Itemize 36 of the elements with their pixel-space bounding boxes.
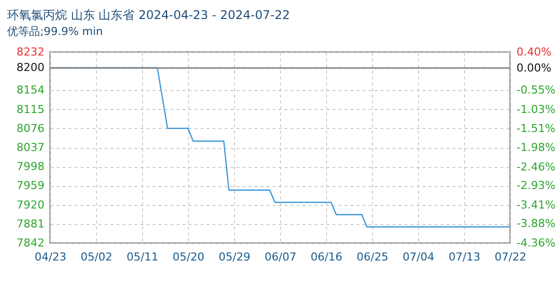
y2-tick-label: 0.40% <box>516 46 552 58</box>
y-tick-label: 7881 <box>16 217 44 230</box>
y2-tick-label: -2.46% <box>516 160 556 174</box>
y-tick-label: 7998 <box>16 160 44 174</box>
y-tick-label: 8037 <box>16 141 44 154</box>
x-tick-label: 04/23 <box>34 250 66 264</box>
y2-tick-label: -1.98% <box>516 141 556 154</box>
chart-subtitle: 优等品;99.9% min <box>7 25 103 38</box>
y2-tick-label: -2.93% <box>516 179 556 192</box>
y-tick-label: 7842 <box>16 236 44 250</box>
y2-tick-label: -0.55% <box>516 84 556 97</box>
x-tick-label: 07/04 <box>402 250 434 264</box>
y2-tick-label: -3.88% <box>516 217 556 230</box>
y-tick-label: 8154 <box>16 84 44 97</box>
y-tick-label: 8232 <box>16 46 44 58</box>
y-tick-label: 7959 <box>16 179 44 192</box>
x-tick-label: 06/25 <box>356 250 388 264</box>
y-tick-label: 8200 <box>16 61 44 74</box>
x-tick-label: 05/02 <box>80 250 112 264</box>
y-tick-label: 7920 <box>16 198 44 212</box>
x-tick-label: 06/16 <box>310 250 342 264</box>
x-tick-label: 07/13 <box>448 250 480 264</box>
x-tick-label: 05/29 <box>218 250 250 264</box>
x-tick-label: 06/07 <box>264 250 296 264</box>
line-series <box>49 67 511 228</box>
y-tick-label: 8115 <box>16 102 44 116</box>
y2-tick-label: -4.36% <box>516 236 556 250</box>
x-tick-label: 07/22 <box>494 250 526 264</box>
chart-title: 环氧氯丙烷 山东 山东省 2024-04-23 - 2024-07-22 <box>7 8 290 22</box>
y2-tick-label: -1.03% <box>516 102 556 116</box>
y2-tick-label: 0.00% <box>516 62 552 75</box>
y-tick-label: 8076 <box>16 122 44 135</box>
y2-tick-label: -3.41% <box>516 198 556 212</box>
x-tick-label: 05/20 <box>172 250 204 264</box>
x-tick-label: 05/11 <box>126 250 158 264</box>
y2-tick-label: -1.51% <box>516 122 556 136</box>
